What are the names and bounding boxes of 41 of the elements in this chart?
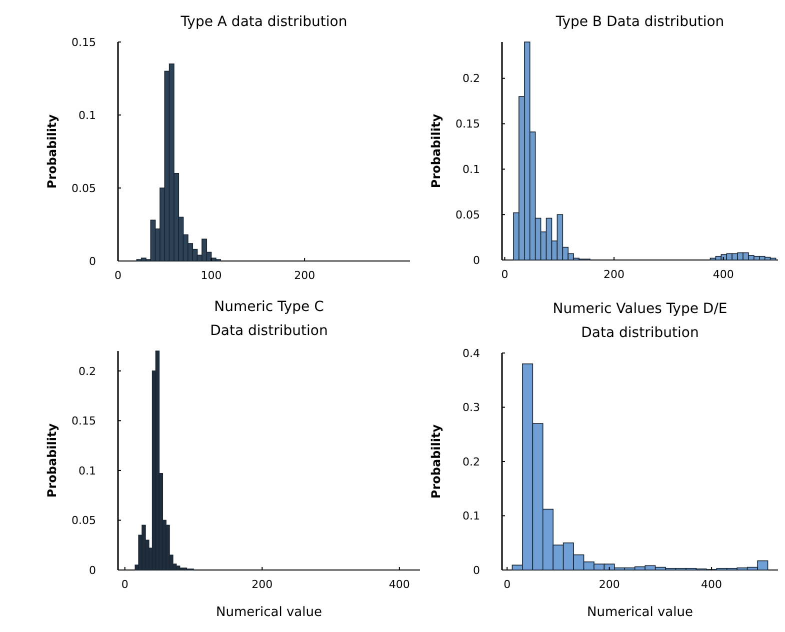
- y-tick-label: 0: [89, 564, 96, 577]
- y-tick-label: 0.1: [78, 108, 96, 122]
- x-tick-label: 200: [294, 269, 316, 282]
- y-tick-label: 0.4: [462, 346, 480, 360]
- x-tick-label: 400: [388, 578, 410, 591]
- y-tick-label: 0.15: [72, 414, 96, 428]
- chart-title: Type B Data distribution: [554, 14, 724, 30]
- y-tick-label: 0.1: [462, 163, 480, 176]
- y-axis-title: Probability: [45, 423, 59, 498]
- y-tick-label: 0: [473, 564, 480, 577]
- x-tick-label: 0: [504, 578, 511, 591]
- y-tick-label: 0.3: [462, 401, 480, 414]
- y-tick-label: 0.05: [72, 514, 96, 528]
- x-tick-label: 0: [501, 268, 508, 281]
- x-axis-title: Numerical value: [216, 605, 322, 620]
- x-tick-label: 0: [121, 578, 128, 591]
- chart-title: Numeric Type C Data distribution: [210, 299, 328, 339]
- chart-title: Numeric Values Type D/E Data distribution: [552, 301, 728, 341]
- y-tick-label: 0.2: [78, 364, 96, 378]
- y-tick-label: 0.05: [72, 182, 96, 195]
- x-tick-label: 400: [701, 578, 722, 591]
- y-tick-label: 0.1: [462, 510, 480, 523]
- y-tick-label: 0.2: [462, 72, 480, 86]
- y-tick-label: 0.15: [456, 118, 480, 131]
- y-tick-label: 0.15: [72, 36, 96, 49]
- y-tick-label: 0: [473, 254, 480, 267]
- x-tick-label: 400: [712, 268, 734, 281]
- y-axis-title: Probability: [45, 114, 59, 189]
- x-tick-label: 200: [604, 268, 625, 281]
- x-tick-label: 100: [200, 269, 222, 282]
- x-tick-label: 200: [252, 578, 273, 591]
- y-tick-label: 0: [89, 254, 96, 268]
- y-axis-title: Probability: [429, 424, 443, 499]
- y-tick-label: 0.05: [456, 208, 480, 222]
- x-tick-label: 200: [598, 578, 620, 591]
- chart-title: Type A data distribution: [180, 14, 348, 30]
- x-axis-title: Numerical value: [587, 605, 693, 620]
- x-tick-label: 0: [114, 269, 122, 282]
- y-tick-label: 0.2: [462, 455, 480, 468]
- y-axis-title: Probability: [429, 114, 443, 188]
- y-tick-label: 0.1: [78, 464, 96, 478]
